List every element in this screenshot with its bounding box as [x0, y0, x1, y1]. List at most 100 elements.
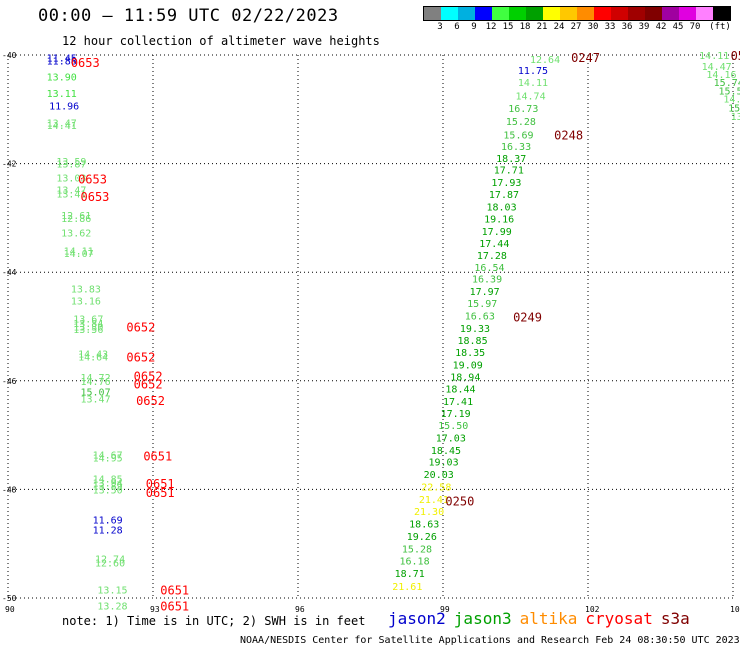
color-scale-label: 33 — [604, 22, 616, 32]
latitude-label: -42 — [2, 160, 17, 169]
wave-height-observations: 11.4511.8813.9013.1111.9613.4714.4113.59… — [47, 51, 740, 613]
axis-labels: -40 -42 -44 -46 -48 -50 90 93 96 99 102 105 — [2, 51, 740, 614]
wave-height-value: 18.37 — [496, 154, 526, 165]
wave-height-value: 14.16 — [706, 70, 736, 81]
color-swatch — [526, 7, 543, 20]
wave-height-value: 13.28 — [97, 602, 127, 613]
wave-height-value: 22.58 — [421, 483, 451, 494]
wave-height-value: 13.59 — [56, 157, 86, 168]
color-swatch — [696, 7, 713, 20]
color-scale-label: 45 — [672, 22, 684, 32]
wave-height-value: 14.85 — [93, 475, 123, 486]
wave-height-value: 14.07 — [64, 249, 94, 260]
wave-height-value: 13.94 — [93, 478, 123, 489]
wave-height-value: 21.41 — [419, 495, 449, 506]
wave-height-value: 18.35 — [455, 348, 485, 359]
wave-height-value: 13.15 — [97, 585, 127, 596]
latitude-label: -40 — [2, 51, 17, 60]
color-scale-label: 30 — [587, 22, 599, 32]
wave-height-value: 19.16 — [484, 214, 514, 225]
pass-time-label: 0651 — [160, 583, 189, 597]
wave-height-value: 21.61 — [392, 582, 422, 593]
wave-height-value: 16.18 — [400, 557, 430, 568]
satellite-legend-item: cryosat — [585, 609, 653, 628]
color-scale-label: 18 — [519, 22, 531, 32]
pass-time-label: 0247 — [571, 51, 600, 65]
wave-height-value: 13.87 — [56, 160, 86, 171]
color-scale-label: (ft) — [709, 22, 731, 32]
color-scale-bar — [423, 6, 731, 21]
longitude-label: 102 — [585, 605, 600, 614]
footnote: note: 1) Time is in UTC; 2) SWH is in fe… — [62, 614, 366, 628]
wave-height-value: 13.41 — [56, 189, 86, 200]
pass-time-label: 05 — [731, 49, 740, 63]
longitude-label: 105 — [730, 605, 740, 614]
wave-height-value: 12.61 — [61, 211, 91, 222]
wave-height-value: 11.69 — [93, 515, 123, 526]
longitude-label: 93 — [150, 605, 160, 614]
wave-height-value: 13.89 — [93, 482, 123, 493]
wave-height-value: 13.90 — [47, 73, 77, 84]
color-scale-label: 42 — [655, 22, 667, 32]
longitude-label: 90 — [5, 605, 15, 614]
wave-height-value: 15.74 — [714, 78, 740, 89]
color-swatch — [560, 7, 577, 20]
color-scale-label: 27 — [570, 22, 582, 32]
pass-time-label: 0653 — [81, 190, 110, 204]
pass-time-label: 0248 — [554, 128, 583, 142]
wave-height-value: 17.71 — [494, 166, 524, 177]
wave-height-value: 17.44 — [479, 239, 509, 250]
wave-height-value: 14.11 — [699, 51, 729, 62]
wave-height-value: 14.74 — [516, 92, 546, 103]
wave-height-value: 13.47 — [81, 395, 111, 406]
wave-height-value: 19.03 — [429, 458, 459, 469]
pass-time-label: 0651 — [143, 450, 172, 464]
pass-time-label: 0652 — [126, 350, 155, 364]
wave-height-value: 13.67 — [73, 314, 103, 325]
wave-height-value: 17.93 — [491, 178, 521, 189]
wave-height-value: 11.28 — [93, 526, 123, 537]
pass-time-label: 0653 — [78, 172, 107, 186]
wave-height-value: 13.56 — [73, 325, 103, 336]
wave-height-value: 21.30 — [414, 507, 444, 518]
satellite-legend-item: jason2 — [388, 609, 446, 628]
wave-height-value: 15.28 — [402, 545, 432, 556]
lat-lon-grid — [7, 54, 734, 599]
wave-height-value: 18.45 — [431, 446, 461, 457]
wave-height-value: 18.63 — [409, 520, 439, 531]
wave-height-value: 14.41 — [47, 121, 77, 132]
color-swatch — [713, 7, 730, 20]
wave-height-value: 18.85 — [458, 336, 488, 347]
wave-height-value: 17.41 — [443, 397, 473, 408]
wave-height-value: 11.75 — [518, 66, 548, 77]
wave-height-value: 13 — [731, 112, 740, 123]
latitude-label: -46 — [2, 377, 17, 386]
wave-height-value: 18.71 — [395, 569, 425, 580]
wave-height-value: 13.84 — [73, 319, 103, 330]
satellite-legend: jason2 jason3 altika cryosat s3a — [388, 609, 698, 628]
wave-height-value: 16.39 — [472, 275, 502, 286]
wave-height-value: 12.86 — [61, 214, 91, 225]
wave-height-value: 15.28 — [506, 117, 536, 128]
color-swatch — [509, 7, 526, 20]
wave-height-value: 13.16 — [71, 296, 101, 307]
wave-height-value: 12.64 — [530, 55, 560, 66]
color-scale-label: 70 — [689, 22, 701, 32]
wave-height-value: 14.76 — [81, 377, 111, 388]
color-scale-label: 24 — [553, 22, 565, 32]
pass-time-label: 0249 — [513, 311, 542, 325]
color-swatch — [424, 7, 441, 20]
color-swatch — [594, 7, 611, 20]
wave-height-value: 14.95 — [93, 453, 123, 464]
wave-height-value: 13.11 — [47, 89, 77, 100]
wave-height-value: 13.47 — [47, 118, 77, 129]
wave-height-value: 13.47 — [56, 186, 86, 197]
wave-height-value: 14.72 — [81, 373, 111, 384]
color-swatch — [458, 7, 475, 20]
wave-height-value: 18.44 — [445, 384, 475, 395]
color-swatch — [662, 7, 679, 20]
color-swatch — [628, 7, 645, 20]
wave-height-value: 13.30 — [73, 323, 103, 334]
wave-height-value: 14.64 — [78, 352, 108, 363]
wave-height-value: 18.94 — [450, 372, 480, 383]
